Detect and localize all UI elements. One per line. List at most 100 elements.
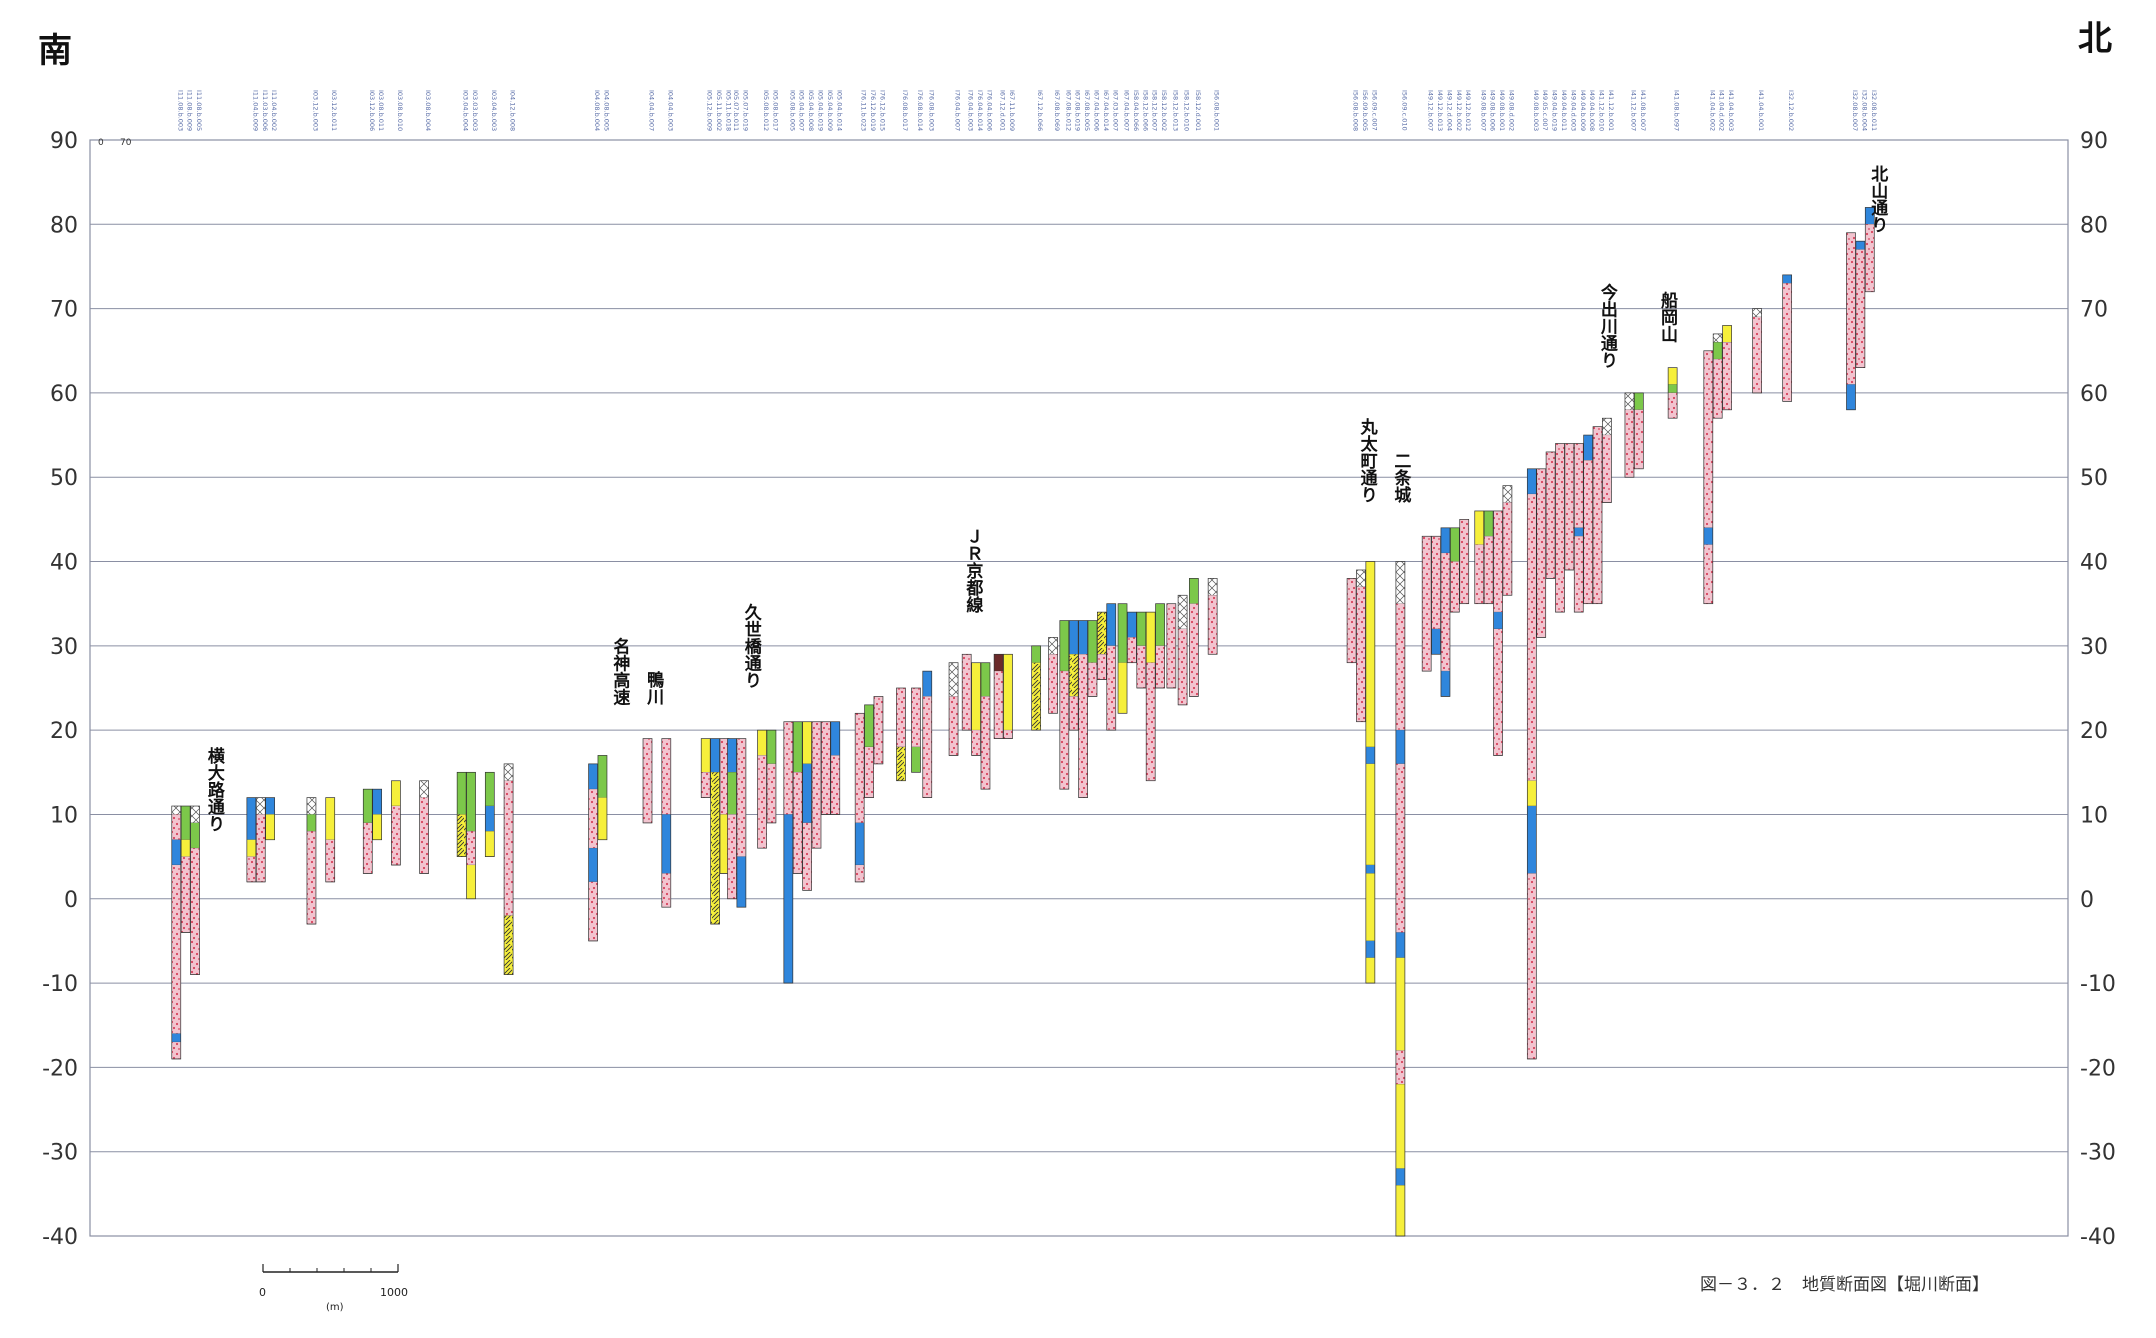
layer-gravel — [1593, 426, 1603, 604]
layer-green — [766, 730, 776, 764]
borehole-outline — [484, 771, 495, 857]
borehole-column — [757, 729, 767, 849]
left-tick-label: 10 — [50, 803, 78, 828]
borehole-outline — [1493, 510, 1503, 756]
layer-gravel — [363, 822, 373, 874]
layer-green — [1031, 645, 1041, 663]
layer-blue — [588, 848, 598, 882]
layer-gravel — [1493, 628, 1503, 756]
layer-blue — [246, 797, 256, 840]
borehole-outline — [642, 738, 653, 824]
borehole-id: I56.09.c.010 — [1400, 90, 1408, 131]
borehole-column — [821, 721, 831, 815]
layer-yellow — [971, 662, 981, 731]
borehole-outline — [391, 780, 401, 866]
borehole-id: I05.07.b.019 — [741, 90, 749, 131]
borehole-column — [1395, 561, 1406, 1237]
borehole-id: I58.12.b.066 — [1141, 90, 1149, 131]
layer-blue — [1395, 1168, 1405, 1186]
layer-gravel — [896, 688, 906, 748]
layer-green — [1155, 603, 1165, 646]
borehole-outline — [948, 662, 959, 756]
borehole-outline — [783, 721, 794, 984]
borehole-id: I03.04.b.003 — [490, 90, 498, 131]
borehole-outline — [1059, 620, 1070, 790]
layer-blue — [1527, 468, 1537, 495]
borehole-column — [642, 738, 653, 824]
layer-yellow — [1474, 510, 1484, 545]
borehole-outline — [1564, 443, 1575, 571]
borehole-id: I58.04.b.066 — [1132, 90, 1140, 131]
borehole-column — [1207, 578, 1218, 655]
layer-brown — [994, 654, 1004, 672]
borehole-column — [466, 771, 476, 900]
left-tick-label: 60 — [50, 382, 78, 407]
south-label: 南 — [38, 31, 72, 71]
borehole-column — [171, 805, 182, 1060]
borehole-id: I67.04.b.006 — [1092, 90, 1100, 131]
scale-unit: (m) — [326, 1302, 344, 1313]
layer-yellow — [1365, 957, 1375, 984]
borehole-outline — [1592, 426, 1603, 605]
layer-hatch — [457, 814, 467, 857]
borehole-column — [864, 704, 874, 798]
borehole-outline — [597, 755, 608, 841]
layer-yellow — [757, 730, 767, 756]
layer-gravel — [306, 831, 316, 925]
borehole-outline — [1048, 637, 1058, 714]
layer-fill — [1356, 569, 1366, 587]
layer-blue — [727, 738, 737, 773]
layer-yellow — [466, 865, 476, 899]
layer-gravel — [1555, 443, 1565, 613]
top-scale-label-a: 0 — [98, 138, 104, 148]
borehole-column — [325, 797, 336, 883]
borehole-column — [1117, 603, 1128, 714]
borehole-id: I49.08.b.007 — [1479, 90, 1487, 131]
layer-green — [597, 755, 607, 798]
elevation-grid — [89, 139, 2069, 1237]
layer-blue — [171, 1033, 181, 1043]
layer-green — [457, 772, 467, 815]
borehole-id: I56.08.b.001 — [1213, 90, 1221, 131]
borehole-outline — [821, 721, 831, 815]
landmark-label: 丸太町通り — [1357, 417, 1379, 503]
layer-blue — [588, 763, 598, 790]
borehole-id: I04.04.b.007 — [648, 90, 656, 131]
borehole-outline — [1752, 308, 1762, 394]
borehole-outline — [466, 771, 476, 900]
layer-gravel — [855, 713, 865, 823]
borehole-outline — [306, 797, 317, 925]
layer-gravel — [727, 814, 737, 899]
borehole-id: I76.08.b.017 — [901, 90, 909, 131]
left-tick-label: 40 — [50, 551, 78, 576]
layer-gravel — [1502, 502, 1512, 596]
borehole-id: I41.04.b.003 — [1727, 90, 1735, 131]
layer-blue — [1365, 940, 1375, 958]
borehole-column — [1068, 620, 1079, 731]
borehole-column — [792, 721, 803, 874]
borehole-id: I03.08.b.011 — [377, 90, 385, 131]
layer-gravel — [821, 721, 831, 815]
layer-green — [1087, 620, 1097, 663]
layer-gravel — [1574, 536, 1584, 613]
layer-fill — [1602, 418, 1612, 436]
borehole-column — [1078, 620, 1088, 798]
borehole-column — [1483, 510, 1494, 605]
borehole-outline — [180, 805, 191, 933]
borehole-id: I67.03.b.007 — [1111, 90, 1119, 131]
layer-gravel — [736, 738, 746, 857]
layer-gravel — [1865, 224, 1875, 292]
layer-gravel — [588, 789, 598, 849]
layer-green — [190, 822, 200, 849]
landmark-label: ＪＲ京都線 — [962, 528, 984, 614]
borehole-column — [1136, 611, 1147, 689]
borehole-outline — [710, 738, 720, 925]
right-tick-label: -10 — [2080, 972, 2116, 997]
borehole-id: I03.04.b.004 — [462, 90, 470, 131]
layer-blue — [1493, 612, 1503, 629]
layer-green — [980, 662, 990, 697]
borehole-id: I05.04.b.014 — [835, 90, 843, 131]
borehole-column — [1633, 392, 1644, 470]
layer-green — [1713, 342, 1723, 360]
layer-gravel — [1048, 654, 1058, 714]
